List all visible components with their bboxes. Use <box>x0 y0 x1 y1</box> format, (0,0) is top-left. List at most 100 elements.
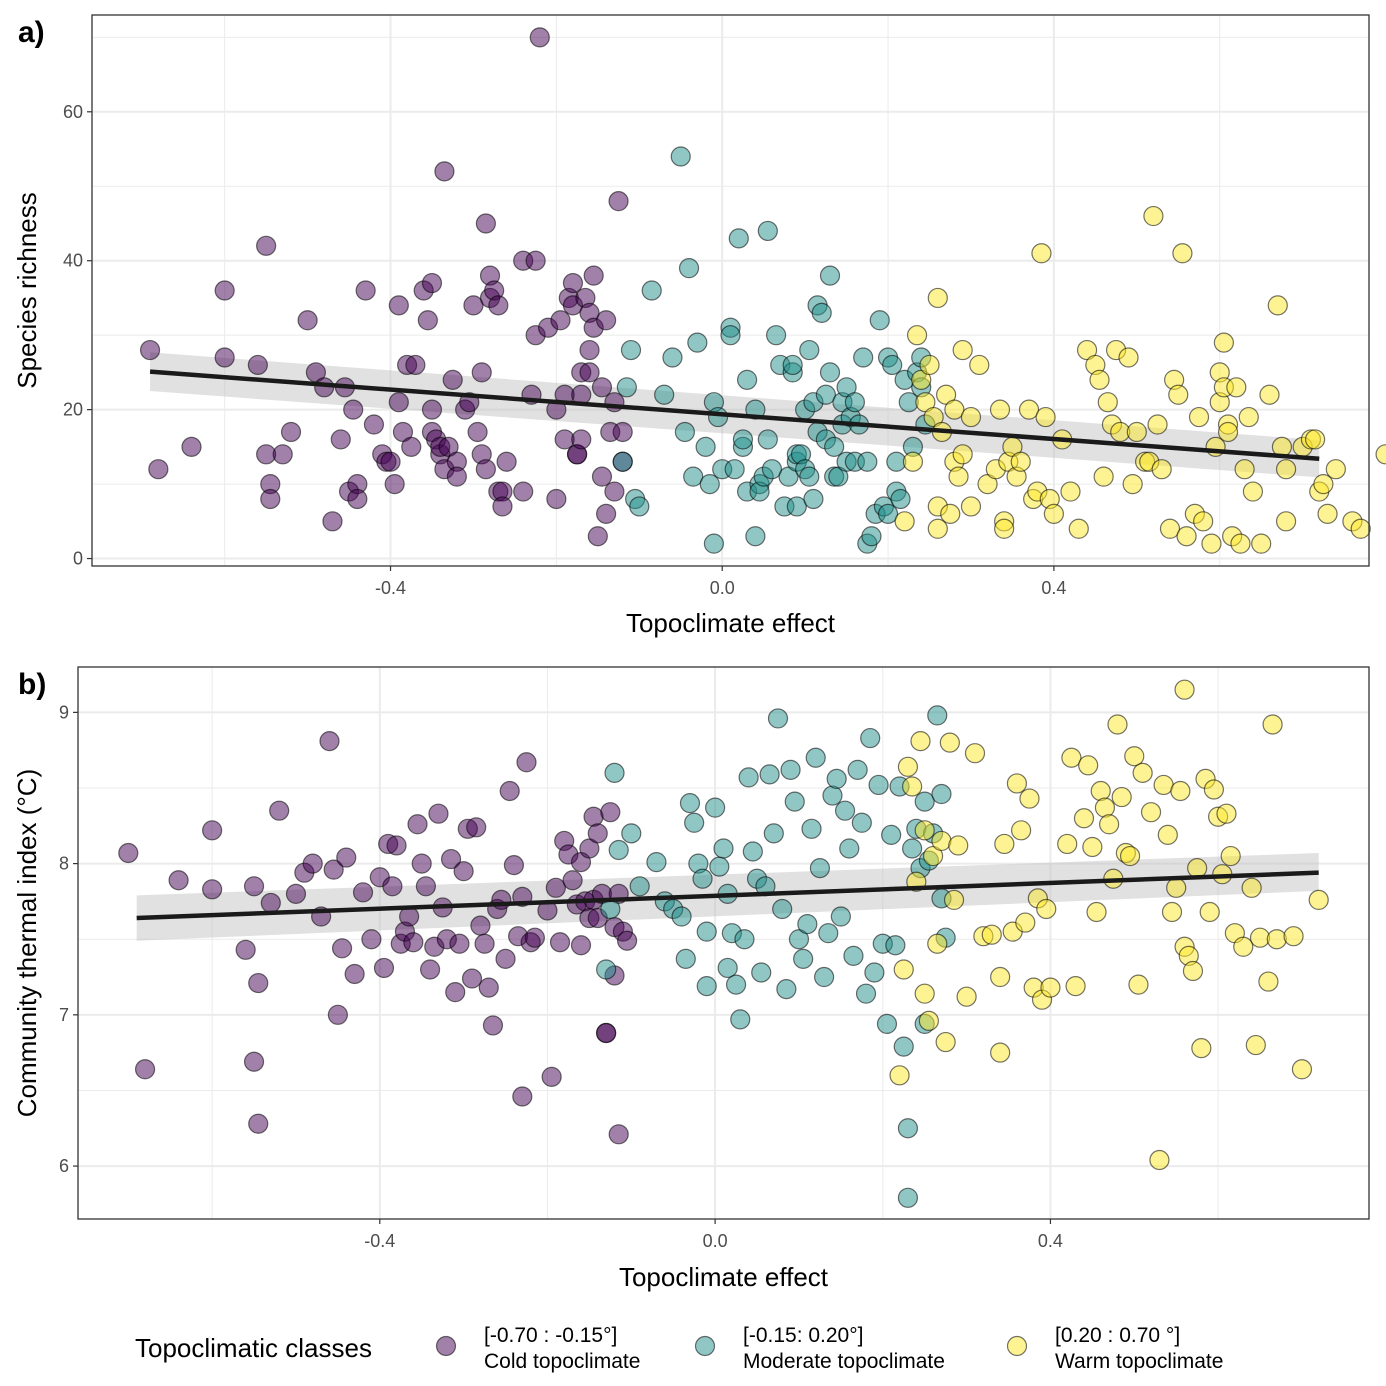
point-cold <box>285 883 307 904</box>
point-moderate <box>824 436 845 457</box>
point-moderate <box>687 332 708 353</box>
point-cold <box>405 354 426 376</box>
point-cold <box>579 362 600 383</box>
legend-title: Topoclimatic classes <box>135 1333 372 1363</box>
point-moderate <box>855 983 877 1004</box>
point-cold <box>596 310 617 331</box>
point-warm <box>1174 679 1195 700</box>
point-warm <box>943 889 965 910</box>
point-cold <box>449 933 470 954</box>
point-cold <box>541 1066 562 1087</box>
point-warm <box>1010 451 1031 472</box>
point-warm <box>893 959 914 980</box>
point-warm <box>1090 780 1111 802</box>
point-moderate <box>857 451 878 472</box>
point-warm <box>981 924 1002 945</box>
point-moderate <box>784 791 805 812</box>
point-cold <box>428 803 449 824</box>
point-cold <box>361 929 382 950</box>
legend-item-cold: [-0.70 : -0.15°] Cold topoclimate <box>435 1324 640 1373</box>
point-cold <box>384 473 405 495</box>
point-cold <box>591 377 613 398</box>
point-moderate <box>844 392 865 413</box>
plot-background <box>92 15 1369 566</box>
point-warm <box>1259 384 1280 405</box>
point-cold <box>445 982 466 1003</box>
point-moderate <box>772 898 793 920</box>
point-warm <box>897 756 919 777</box>
point-moderate <box>736 369 758 390</box>
point-warm <box>1172 243 1193 264</box>
point-warm <box>1126 421 1147 443</box>
point-cold <box>419 959 441 980</box>
point-warm <box>1065 976 1086 997</box>
point-moderate <box>868 774 889 796</box>
point-cold <box>415 876 436 897</box>
point-warm <box>1031 243 1052 264</box>
y-tick-label: 7 <box>59 1005 69 1025</box>
point-moderate <box>621 823 642 844</box>
point-warm <box>927 518 948 539</box>
point-moderate <box>876 1013 898 1035</box>
legend-range-moderate: [-0.15: 0.20°] <box>743 1324 863 1347</box>
point-moderate <box>853 347 874 368</box>
point-moderate <box>675 948 696 969</box>
point-cold <box>492 496 513 517</box>
legend-item-warm: [0.20 : 0.70 °] Warm topoclimate <box>1006 1324 1223 1373</box>
point-cold <box>269 800 290 821</box>
point-moderate <box>763 823 784 844</box>
point-warm <box>927 287 948 309</box>
point-moderate <box>713 838 734 859</box>
point-warm <box>1015 912 1036 933</box>
point-warm <box>1188 406 1210 428</box>
point-moderate <box>834 800 856 821</box>
point-warm <box>918 1010 939 1031</box>
point-warm <box>1241 877 1262 898</box>
point-cold <box>248 972 269 994</box>
point-moderate <box>799 466 820 487</box>
point-cold <box>571 429 592 450</box>
point-warm <box>1119 845 1141 867</box>
point-cold <box>478 977 499 998</box>
point-warm <box>902 776 923 797</box>
point-moderate <box>734 929 755 950</box>
point-moderate <box>720 325 741 346</box>
point-moderate <box>897 1187 919 1208</box>
point-cold <box>525 250 546 271</box>
point-cold <box>499 780 520 802</box>
point-warm <box>952 339 973 361</box>
point-cold <box>373 957 395 979</box>
point-cold <box>600 802 621 823</box>
point-warm <box>1111 786 1132 808</box>
plot-background <box>78 667 1369 1219</box>
point-moderate <box>654 384 675 405</box>
point-cold <box>612 421 633 443</box>
point-moderate <box>703 533 725 554</box>
point-cold <box>529 27 550 48</box>
point-warm <box>969 354 990 376</box>
point-cold <box>168 870 189 891</box>
point-cold <box>331 938 353 959</box>
point-cold <box>616 930 638 951</box>
point-cold <box>596 503 617 524</box>
point-cold <box>134 1059 156 1080</box>
point-warm <box>906 325 928 346</box>
point-cold <box>461 968 483 989</box>
point-moderate <box>757 429 778 450</box>
point-moderate <box>695 436 716 457</box>
point-warm <box>1019 788 1040 809</box>
point-moderate <box>724 459 745 480</box>
trend-line <box>136 870 1319 921</box>
point-cold <box>550 310 571 331</box>
point-cold <box>235 939 256 960</box>
point-cold <box>352 882 374 903</box>
panel-b: -0.4 0.0 0.4 6 7 8 9 Topoclimate effect Communit… <box>12 666 1370 1292</box>
point-warm <box>1149 1149 1170 1171</box>
x-axis-title: Topoclimate effect <box>619 1262 829 1292</box>
point-cold <box>570 935 592 956</box>
legend-key-cold <box>435 1335 457 1357</box>
point-cold <box>471 362 492 383</box>
point-moderate <box>674 421 695 443</box>
point-moderate <box>830 906 851 927</box>
point-warm <box>1238 406 1259 428</box>
